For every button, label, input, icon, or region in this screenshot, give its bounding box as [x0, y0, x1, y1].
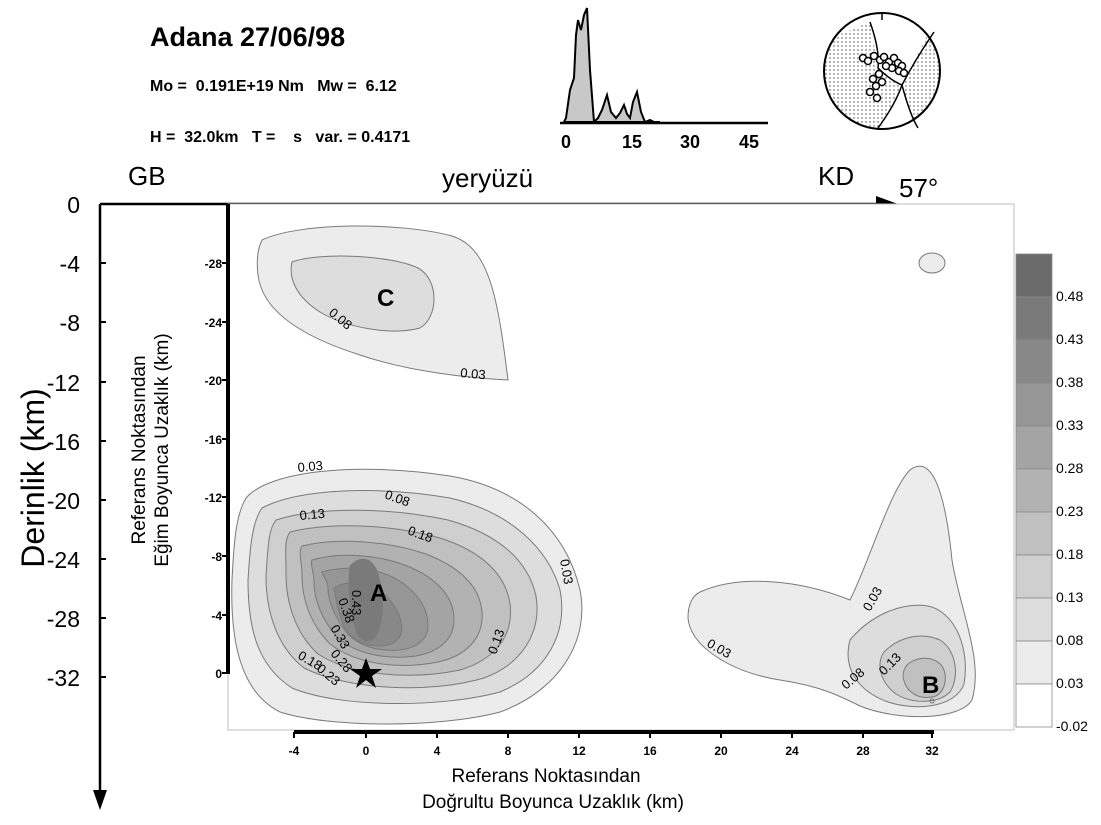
- colorbar-swatch: [1015, 468, 1053, 513]
- depth-tick: -16: [47, 429, 80, 455]
- contour-label: 0.43: [349, 590, 364, 615]
- dip-tick: -20: [205, 374, 223, 388]
- colorbar-label: 0.18: [1056, 546, 1083, 562]
- colorbar-label: 0.23: [1056, 503, 1083, 519]
- depth-tick: -20: [47, 488, 80, 514]
- patch-label-c: C: [377, 285, 394, 312]
- depth-tick: -28: [47, 606, 80, 632]
- colorbar-swatch: [1015, 683, 1053, 728]
- strike-axis-label-line1: Referans Noktasından: [451, 766, 640, 787]
- dip-axis-label-line1: Referans Noktasından: [129, 355, 150, 544]
- colorbar-swatch: [1015, 554, 1053, 599]
- minor-slip-speck: [918, 252, 946, 274]
- dip-tick: -16: [205, 433, 223, 447]
- dip-tick: -8: [211, 550, 222, 564]
- depth-tick: -8: [60, 310, 80, 336]
- depth-tick: -24: [47, 547, 80, 573]
- strike-tick: 20: [714, 744, 728, 758]
- contour-label: 0.03: [557, 558, 576, 586]
- colorbar-swatch: [1015, 425, 1053, 470]
- dip-axis-label-line2: Eğim Boyunca Uzaklık (km): [152, 333, 173, 566]
- dip-axis: -28 -24 -20 -16 -12 -8 -4 0 Referans Nok…: [129, 204, 230, 681]
- stf-tick: 15: [622, 132, 642, 152]
- stf-curve: [562, 7, 660, 125]
- hypocenter-star: [350, 658, 382, 688]
- colorbar-swatch: [1015, 597, 1053, 642]
- slip-patch-b: [687, 465, 976, 718]
- colorbar-swatch: [1015, 511, 1053, 556]
- strike-axis: -4 0 4 8 12 16 20 24 28 32 Referans Nokt…: [289, 730, 939, 813]
- stf-tick: 45: [739, 132, 759, 152]
- station-polarities: [858, 51, 909, 103]
- contour-label: 0.03: [297, 458, 324, 475]
- strike-tick: 24: [785, 744, 799, 758]
- colorbar-label: 0.43: [1056, 331, 1083, 347]
- dip-tick: -4: [211, 609, 222, 623]
- strike-tick: 8: [505, 744, 512, 758]
- colorbar-label: -0.02: [1056, 718, 1088, 734]
- slip-patch-a: [231, 468, 583, 725]
- colorbar-label: 0.03: [1056, 675, 1083, 691]
- direction-ne-label: KD: [818, 161, 854, 191]
- strike-tick: -4: [289, 744, 300, 758]
- dip-tick: -28: [205, 257, 223, 271]
- source-time-function: 0 15 30 45: [560, 7, 768, 152]
- colorbar-label: 0.33: [1056, 417, 1083, 433]
- colorbar-label: 0.28: [1056, 460, 1083, 476]
- depth-tick: -32: [47, 665, 80, 691]
- stf-tick: 0: [561, 132, 571, 152]
- dip-tick: -12: [205, 491, 223, 505]
- strike-angle-label: 57°: [899, 173, 938, 203]
- strike-tick: 16: [643, 744, 657, 758]
- colorbar: 0.48 0.43 0.38 0.33 0.28 0.23 0.18 0.13 0.08 0.03…: [1015, 253, 1088, 734]
- depth-tick: -12: [47, 370, 80, 396]
- patch-label-a: A: [370, 580, 387, 607]
- colorbar-swatch: [1015, 640, 1053, 685]
- direction-sw-label: GB: [128, 161, 166, 191]
- colorbar-swatch: [1015, 296, 1053, 341]
- strike-tick: 32: [925, 744, 939, 758]
- strike-axis-label-line2: Doğrultu Boyunca Uzaklık (km): [422, 792, 684, 813]
- colorbar-label: 0.13: [1056, 589, 1083, 605]
- stf-tick: 30: [680, 132, 700, 152]
- surface-label: yeryüzü: [442, 163, 533, 193]
- strike-tick: 4: [434, 744, 441, 758]
- depth-variance-line: H = 32.0km T = s var. = 0.4171: [150, 129, 411, 146]
- colorbar-label: 0.48: [1056, 288, 1083, 304]
- strike-tick: 12: [572, 744, 586, 758]
- strike-tick: 28: [856, 744, 870, 758]
- depth-tick: -4: [60, 251, 81, 277]
- contour-label: 0.13: [299, 506, 326, 523]
- patch-label-b: B: [922, 672, 939, 699]
- slip-patch-c: [256, 225, 509, 381]
- depth-tick: 0: [67, 192, 80, 218]
- contour-label: 0.03: [460, 365, 487, 382]
- colorbar-label: 0.08: [1056, 632, 1083, 648]
- depth-axis-label: Derinlik (km): [15, 388, 51, 568]
- moment-magnitude-line: Mo = 0.191E+19 Nm Mw = 6.12: [150, 78, 397, 95]
- focal-mechanism: [823, 12, 941, 130]
- dip-tick: 0: [215, 667, 222, 681]
- colorbar-swatch: [1015, 253, 1053, 298]
- colorbar-label: 0.38: [1056, 374, 1083, 390]
- event-title: Adana 27/06/98: [150, 22, 346, 52]
- colorbar-swatch: [1015, 382, 1053, 427]
- depth-axis: 0 -4 -8 -12 -16 -20 -24 -28 -32 Derinlik…: [15, 192, 107, 810]
- colorbar-swatch: [1015, 339, 1053, 384]
- dip-tick: -24: [205, 316, 223, 330]
- strike-tick: 0: [363, 744, 370, 758]
